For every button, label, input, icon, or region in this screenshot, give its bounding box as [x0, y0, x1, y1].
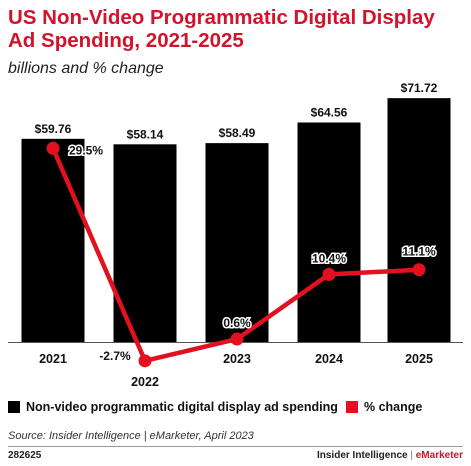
change-value-label-2022: -2.7%: [99, 349, 131, 363]
line-point-2021: [46, 141, 60, 155]
bar-2021: [21, 138, 85, 342]
bar-value-label-2024: $64.56: [311, 105, 348, 119]
legend-item-spending: Non-video programmatic digital display a…: [8, 400, 338, 414]
change-value-label-2021: 29.5%: [69, 143, 103, 157]
legend-item-change: % change: [346, 400, 422, 414]
x-tick-label-2023: 2023: [223, 352, 251, 366]
line-point-2024: [322, 267, 336, 281]
labels-layer: $59.76 $58.14 $58.49 $64.56 $71.72 2021 2022 20…: [35, 81, 438, 389]
chart-title: US Non-Video Programmatic Digital Displa…: [8, 6, 435, 52]
bar-2024: [297, 122, 361, 342]
bar-2023: [205, 143, 269, 342]
legend: Non-video programmatic digital display a…: [8, 400, 468, 418]
bar-value-label-2025: $71.72: [401, 81, 438, 95]
change-value-label-2023: 0.6%: [223, 316, 251, 330]
x-tick-label-2022: 2022: [131, 375, 159, 389]
line-layer: [46, 141, 426, 368]
bar-value-label-2022: $58.14: [127, 127, 164, 141]
line-point-2025: [412, 263, 426, 277]
line-point-2022: [138, 354, 152, 368]
brand-emarketer: eMarketer: [415, 450, 463, 461]
x-tick-label-2024: 2024: [315, 352, 343, 366]
legend-swatch-spending: [8, 401, 20, 413]
brand-separator: |: [407, 450, 416, 461]
legend-label-spending: Non-video programmatic digital display a…: [26, 400, 338, 414]
bar-2025: [387, 98, 451, 342]
change-value-label-2024: 10.4%: [312, 251, 346, 265]
line-point-2023: [230, 332, 244, 346]
legend-label-change: % change: [364, 400, 423, 414]
bar-value-label-2023: $58.49: [219, 126, 256, 140]
change-value-label-2025: 11.1%: [402, 245, 436, 259]
brand-credit: Insider Intelligence | eMarketer: [317, 450, 463, 461]
brand-insider: Insider Intelligence: [316, 450, 408, 461]
x-tick-label-2025: 2025: [405, 352, 433, 366]
source-note: Source: Insider Intelligence | eMarketer…: [8, 430, 254, 442]
x-tick-label-2021: 2021: [39, 352, 67, 366]
footer-divider: [8, 446, 463, 447]
legend-swatch-change: [346, 401, 358, 413]
chart-id: 282625: [8, 450, 42, 461]
bar-value-label-2021: $59.76: [35, 122, 72, 136]
bars-layer: [8, 98, 463, 343]
chart-subtitle: billions and % change: [8, 60, 164, 77]
chart-plot: $59.76 $58.14 $58.49 $64.56 $71.72 2021 2022 20…: [8, 81, 463, 389]
